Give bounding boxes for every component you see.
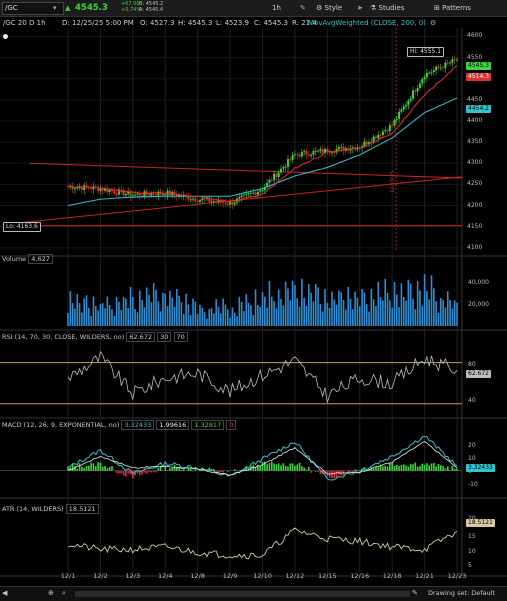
atr-value: 18.5121: [66, 504, 99, 514]
atr-scale-15: 15: [468, 533, 476, 540]
pencil-icon[interactable]: ✎: [300, 2, 306, 14]
search-icon[interactable]: ⌕: [62, 589, 66, 598]
rsi-badge: 62.672: [466, 370, 491, 378]
top-toolbar: /GC ▾ ▲ 4545.3 +67.00 +0.74% B: 4545.2 A…: [0, 0, 507, 17]
volume-title: Volume 4,627: [2, 254, 53, 265]
up-arrow-icon: ▲: [65, 2, 70, 14]
volume-value: 4,627: [28, 254, 53, 264]
patterns-icon: ⊞: [434, 4, 442, 12]
price-scale-label: 4100: [467, 244, 482, 251]
price-scale-label: 4150: [467, 223, 482, 230]
x-tick-label: 12/18: [383, 572, 402, 580]
macd-scale-minus10: -10: [468, 481, 478, 488]
rsi-scale-40: 40: [468, 397, 476, 404]
rsi-label: RSI (14, 70, 30, CLOSE, WILDERS, no): [2, 333, 124, 341]
studies-label: Studies: [379, 4, 405, 12]
rsi-value: 62.672: [126, 332, 155, 342]
atr-badge: 18.5121: [466, 519, 495, 527]
macd-scale-10: 10: [468, 455, 476, 462]
patterns-menu[interactable]: ⊞ Patterns: [434, 2, 471, 14]
x-tick-label: 12/3: [126, 572, 141, 580]
x-tick-label: 12/10: [253, 572, 272, 580]
price-scale-label: 4350: [467, 138, 482, 145]
x-tick-label: 12/2: [93, 572, 108, 580]
macd-avg: 1.99616: [156, 420, 189, 430]
ma-fast-badge: 4514.3: [466, 73, 491, 81]
style-menu[interactable]: ⚙ Style: [316, 2, 342, 14]
x-tick-label: 12/4: [158, 572, 173, 580]
last-price: 4545.3: [75, 2, 108, 14]
style-label: Style: [325, 4, 343, 12]
symbol-text: /GC: [5, 2, 18, 14]
macd-zero: 0: [226, 420, 236, 430]
atr-scale-10: 10: [468, 548, 476, 555]
rsi-scale-80: 80: [468, 361, 476, 368]
macd-badge: 3.32433: [466, 464, 495, 472]
rsi-title: RSI (14, 70, 30, CLOSE, WILDERS, no) 62.…: [2, 332, 188, 343]
flask-icon: ⚗: [370, 4, 379, 12]
chart-info-line: /GC 20 D 1h D: 12/25/25 5:00 PM O: 4527.…: [0, 17, 507, 27]
volume-scale-40k: 40,000: [468, 279, 489, 286]
macd-label: MACD (12, 26, 9, EXPONENTIAL, no): [2, 421, 119, 429]
volume-scale-20k: 20,000: [468, 301, 489, 308]
price-scale-label: 4600: [467, 32, 482, 39]
rsi-oversold: 30: [157, 332, 171, 342]
patterns-label: Patterns: [442, 4, 471, 12]
volume-label: Volume: [2, 255, 26, 263]
price-scale-label: 4550: [467, 54, 482, 61]
drawing-set[interactable]: Drawing set: Default: [428, 589, 495, 597]
x-tick-label: 12/16: [350, 572, 369, 580]
x-tick-label: 12/23: [448, 572, 467, 580]
last-price-badge: 4545.3: [466, 62, 491, 70]
vertical-marker-label: 12/19/25: [390, 171, 396, 193]
x-tick-label: 12/12: [286, 572, 305, 580]
x-tick-label: 12/15: [318, 572, 337, 580]
studies-menu[interactable]: ⚗ Studies: [370, 2, 404, 14]
bottom-bar: ◀ ⊕ ⌕ ✎ Drawing set: Default: [0, 586, 507, 601]
macd-scale-20: 20: [468, 442, 476, 449]
macd-value: 3.32433: [121, 420, 154, 430]
lo-label: Lo: 4163.6: [3, 222, 41, 232]
rsi-pane: RSI (14, 70, 30, CLOSE, WILDERS, no) 62.…: [0, 332, 507, 414]
x-tick-label: 12/8: [190, 572, 205, 580]
chevron-down-icon[interactable]: ▾: [53, 2, 57, 14]
x-tick-label: 12/9: [223, 572, 238, 580]
atr-scale-5: 5: [468, 562, 472, 569]
pencil-icon[interactable]: ✎: [412, 589, 418, 597]
zoom-icon[interactable]: ⊕: [48, 589, 54, 597]
macd-pane: MACD (12, 26, 9, EXPONENTIAL, no) 3.3243…: [0, 420, 507, 500]
price-scale-label: 4400: [467, 117, 482, 124]
quote-ask: A: 4545.4: [139, 8, 163, 13]
cursor-icon[interactable]: ➤: [357, 2, 363, 14]
price-pane: 4600455045004450440043504300425042004150…: [0, 28, 507, 252]
hi-label: Hi: 4555.1: [407, 47, 444, 57]
atr-pane: ATR (14, WILDERS) 18.5121 20 15 10 5 18.…: [0, 504, 507, 570]
rsi-overbought: 70: [174, 332, 188, 342]
timeframe-selector[interactable]: 1h: [272, 2, 281, 14]
scroll-left-icon[interactable]: ◀: [2, 589, 7, 597]
volume-pane: Volume 4,627 40,000 20,000: [0, 254, 507, 330]
price-pane-indicator-icon: [3, 34, 8, 39]
time-scrollbar[interactable]: [75, 591, 410, 597]
atr-label: ATR (14, WILDERS): [2, 505, 64, 513]
style-icon: ⚙: [316, 4, 325, 12]
price-scale-label: 4250: [467, 180, 482, 187]
atr-title: ATR (14, WILDERS) 18.5121: [2, 504, 99, 515]
price-scale-label: 4300: [467, 159, 482, 166]
x-tick-label: 12/21: [415, 572, 434, 580]
x-tick-label: 12/1: [61, 572, 76, 580]
price-scale-label: 4200: [467, 202, 482, 209]
ma-slow-badge: 4454.2: [466, 105, 491, 113]
price-scale-label: 4450: [467, 96, 482, 103]
macd-title: MACD (12, 26, 9, EXPONENTIAL, no) 3.3243…: [2, 420, 236, 431]
macd-diff: 1.32817: [191, 420, 224, 430]
